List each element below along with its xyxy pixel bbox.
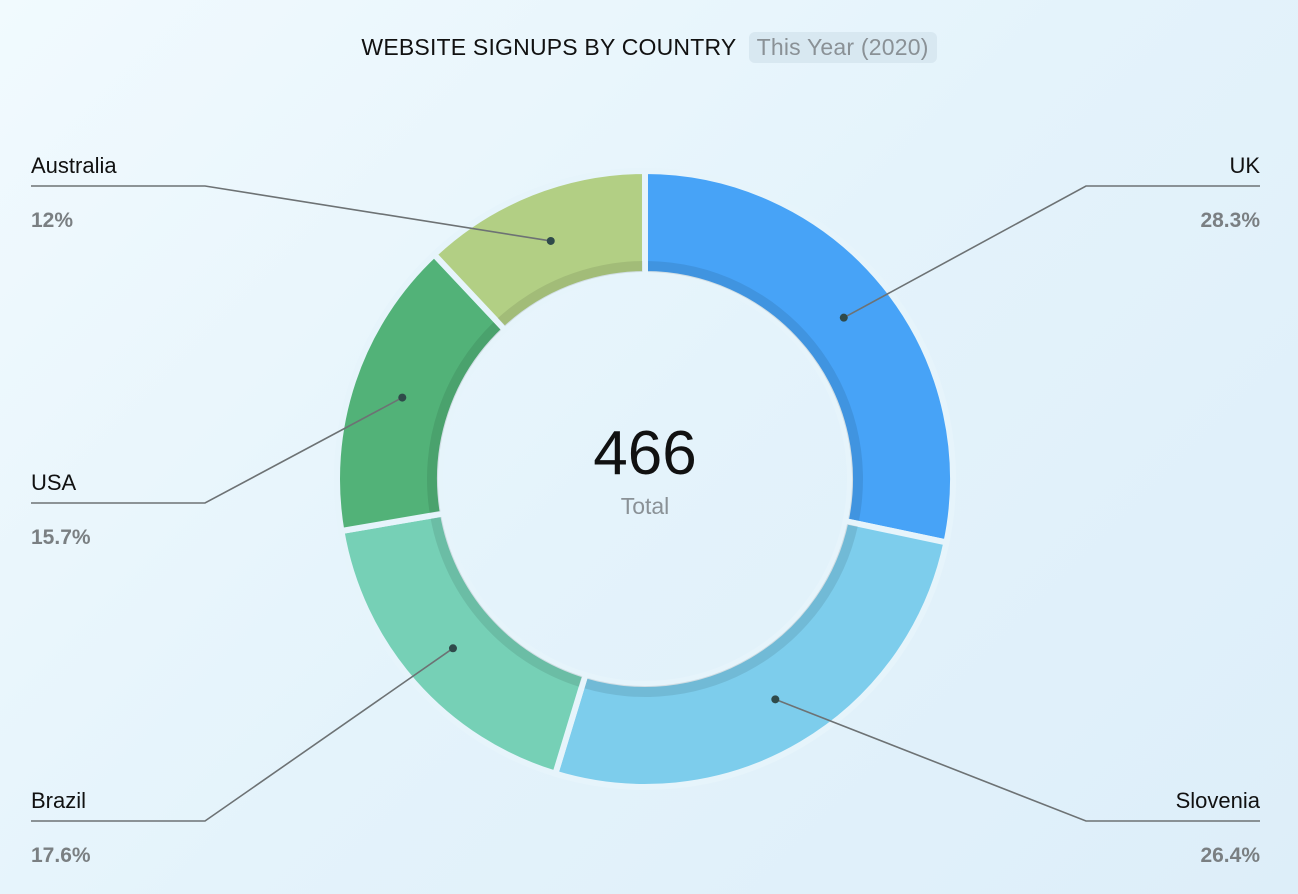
slice-percent: 26.4% [1200, 844, 1260, 867]
slice-label: Brazil [31, 788, 87, 813]
leader-line [31, 396, 403, 504]
center-total-value: 466 [593, 419, 697, 488]
slice-brazil[interactable] [337, 510, 590, 778]
center-total-label: Total [620, 493, 670, 519]
slice-label: Slovenia [1175, 788, 1260, 813]
slice-slovenia[interactable] [551, 517, 950, 790]
period-badge[interactable]: This Year (2020) [748, 32, 937, 63]
slice-label: USA [31, 470, 77, 495]
slice-percent: 12% [31, 209, 74, 232]
slice-label: UK [1229, 153, 1260, 178]
leader-dot [546, 236, 555, 245]
leader-line [31, 185, 551, 242]
slice-australia[interactable] [429, 167, 648, 334]
slice-inner-shade [497, 261, 643, 327]
slice-label: Australia [31, 153, 117, 178]
leader-dot [448, 644, 457, 653]
slice-percent: 28.3% [1200, 209, 1260, 232]
slice-percent: 17.6% [31, 844, 91, 867]
leader-dot [771, 695, 780, 704]
slice-uk[interactable] [642, 167, 956, 546]
leader-dot [839, 313, 848, 322]
chart-title: WEBSITE SIGNUPS BY COUNTRY This Year (20… [0, 32, 1298, 63]
leader-line [843, 185, 1260, 319]
slice-percent: 15.7% [31, 526, 91, 549]
leader-line [775, 698, 1260, 822]
title-text: WEBSITE SIGNUPS BY COUNTRY [361, 34, 736, 60]
leader-line [31, 647, 454, 822]
leader-dot [398, 393, 407, 402]
slice-inner-shade [427, 321, 502, 514]
